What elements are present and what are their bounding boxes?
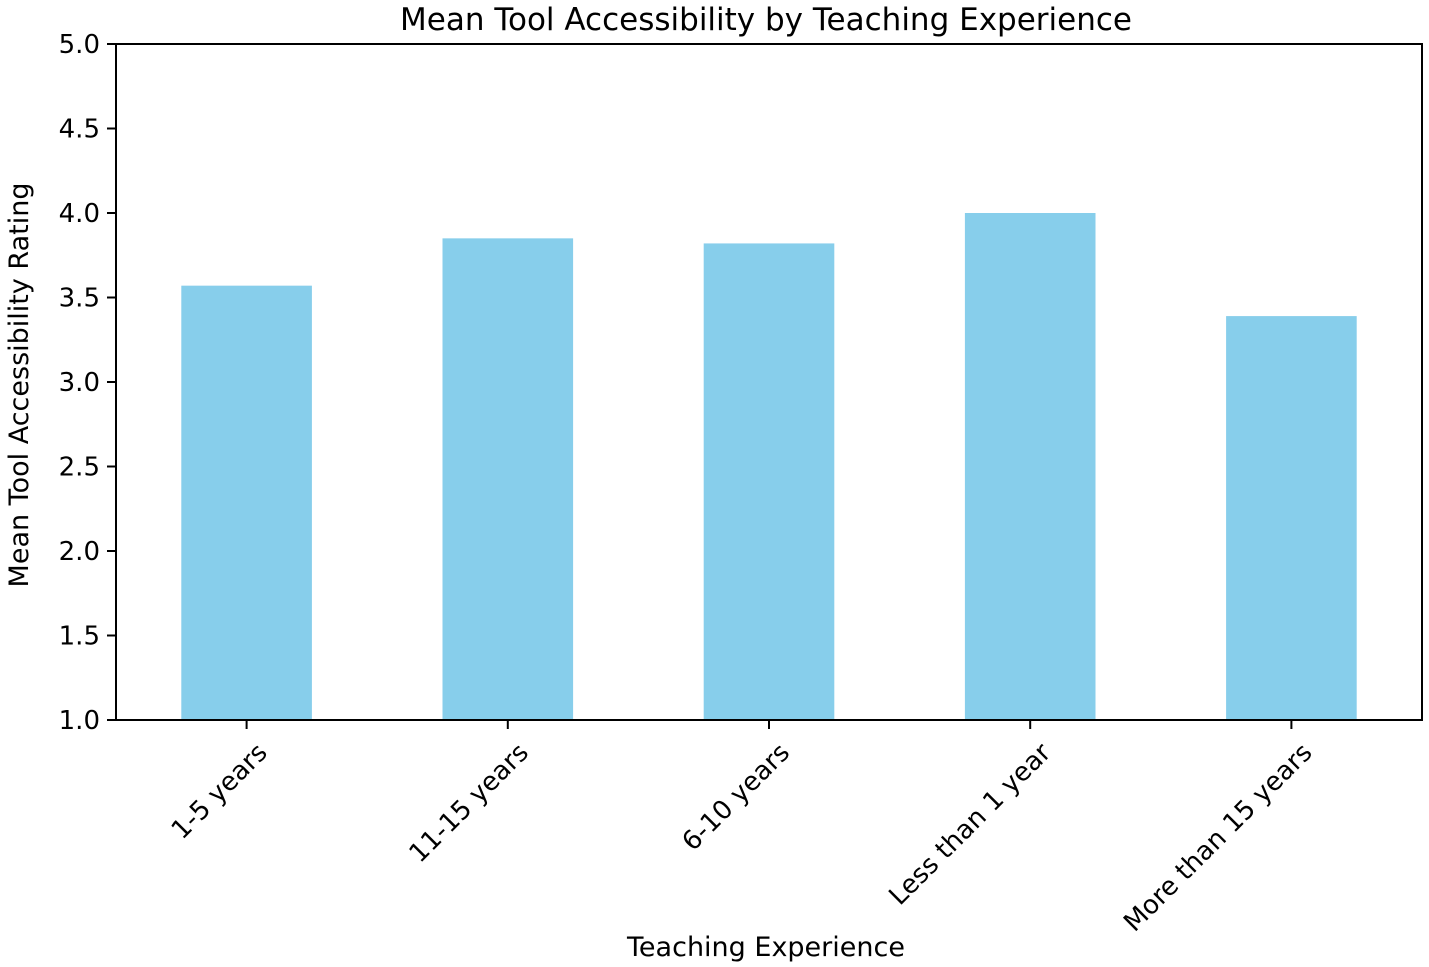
bar (1226, 316, 1357, 720)
plot-frame (115, 43, 1423, 721)
y-tick-label: 3.5 (59, 284, 100, 314)
y-axis-ticks: 1.0 1.5 2.0 2.5 3.0 3.5 4.0 4.5 5.0 (59, 30, 116, 736)
y-axis-label: Mean Tool Accessibility Rating (4, 183, 35, 588)
bar (964, 213, 1096, 720)
y-tick-label: 2.5 (59, 453, 100, 483)
y-tick-label: 2.0 (59, 537, 100, 567)
x-tick-label: 6-10 years (677, 738, 796, 857)
x-tick-label: 11-15 years (404, 738, 535, 869)
y-tick-label: 4.5 (59, 115, 100, 145)
bar (181, 285, 312, 720)
x-tick-label: Less than 1 year (884, 738, 1058, 912)
y-tick-label: 3.0 (59, 368, 100, 398)
chart-title: Mean Tool Accessibility by Teaching Expe… (400, 2, 1132, 38)
x-tick-label: 1-5 years (166, 738, 274, 846)
y-tick-label: 1.0 (59, 706, 100, 736)
x-tick-label: More than 15 years (1118, 738, 1318, 938)
bar (703, 243, 835, 721)
y-tick-label: 4.0 (59, 199, 100, 229)
bar (442, 238, 574, 720)
bars-group (181, 213, 1357, 721)
y-tick-label: 5.0 (59, 30, 100, 60)
x-axis-label: Teaching Experience (626, 932, 905, 963)
y-tick-label: 1.5 (59, 622, 100, 652)
x-axis-ticks: 1-5 years 11-15 years 6-10 years Less than … (166, 720, 1318, 938)
